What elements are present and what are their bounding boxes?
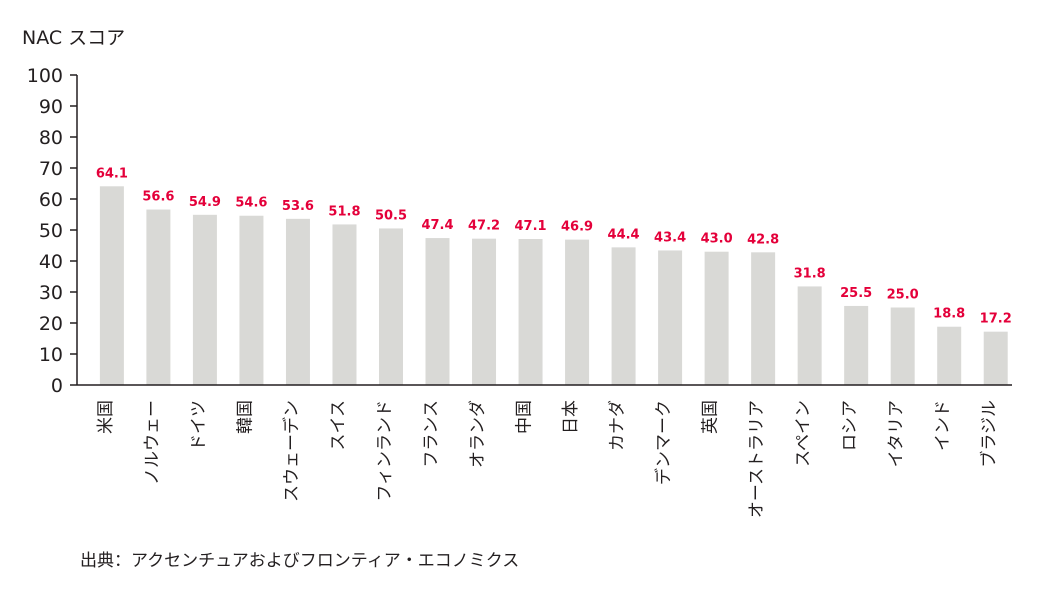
bar xyxy=(332,224,357,385)
category-label: ドイツ xyxy=(189,400,209,451)
category-label: ノルウェー xyxy=(142,400,162,485)
value-label: 42.8 xyxy=(747,232,779,247)
value-label: 44.4 xyxy=(608,227,640,242)
source-note: 出典：アクセンチュアおよびフロンティア・エコノミクス xyxy=(80,551,519,571)
value-label: 25.5 xyxy=(840,286,872,301)
value-label: 31.8 xyxy=(794,266,826,281)
value-label: 47.4 xyxy=(421,218,453,233)
bar xyxy=(658,250,683,385)
value-label: 54.6 xyxy=(235,196,267,211)
category-label: フランス xyxy=(422,400,442,468)
category-label: スイス xyxy=(328,400,348,451)
category-label: インド xyxy=(933,400,953,451)
y-tick-label: 30 xyxy=(39,282,63,304)
value-label: 64.1 xyxy=(96,166,128,181)
value-label: 47.1 xyxy=(515,219,547,234)
bar xyxy=(518,238,543,385)
y-tick-label: 70 xyxy=(39,158,63,180)
y-tick-label: 10 xyxy=(39,344,63,366)
bar xyxy=(611,247,636,385)
value-labels: 64.1 56.6 54.9 54.6 53.6 51.8 50.5 47.4 47.2 47.1… xyxy=(96,166,1012,326)
bar xyxy=(192,214,217,385)
category-label: ブラジル xyxy=(979,400,1000,468)
y-tick-label: 80 xyxy=(39,127,63,149)
bar xyxy=(937,326,962,385)
bar xyxy=(565,239,590,385)
value-label: 53.6 xyxy=(282,199,314,214)
bar xyxy=(99,186,124,385)
value-label: 18.8 xyxy=(933,307,965,322)
bar xyxy=(751,252,776,385)
category-label: デンマーク xyxy=(653,400,674,485)
y-tick-label: 90 xyxy=(39,96,63,118)
y-tick-label: 20 xyxy=(39,313,63,335)
value-label: 47.2 xyxy=(468,219,500,234)
bar xyxy=(983,331,1008,385)
category-label: フィンランド xyxy=(375,400,395,502)
value-label: 25.0 xyxy=(887,288,919,303)
bar xyxy=(425,238,450,385)
category-label: 日本 xyxy=(561,400,581,434)
bar xyxy=(285,218,310,385)
y-tick-label: 40 xyxy=(39,251,63,273)
category-label: 英国 xyxy=(701,400,721,434)
value-label: 51.8 xyxy=(328,204,360,219)
value-label: 17.2 xyxy=(980,312,1012,327)
category-label: スウェーデン xyxy=(281,400,302,502)
bar xyxy=(472,238,497,385)
bar xyxy=(239,215,264,385)
category-label: 韓国 xyxy=(235,400,255,434)
value-label: 46.9 xyxy=(561,220,593,235)
bar xyxy=(146,209,171,385)
y-tick-label: 60 xyxy=(39,189,63,211)
category-label: イタリア xyxy=(887,400,907,467)
bar xyxy=(844,305,869,385)
bar xyxy=(890,307,915,385)
category-label: 米国 xyxy=(96,400,116,434)
value-label: 43.0 xyxy=(701,232,733,247)
category-label: カナダ xyxy=(608,400,628,451)
value-label: 50.5 xyxy=(375,208,407,223)
bar xyxy=(378,228,403,385)
y-axis-label: NAC スコア xyxy=(22,27,125,49)
y-tick-label: 100 xyxy=(27,65,63,87)
category-labels: 米国 ノルウェー ドイツ 韓国 スウェーデン スイス フィンランド フランス オランダ 中国 日本カ… xyxy=(96,400,1000,518)
category-label: スペイン xyxy=(794,400,814,467)
bars xyxy=(99,186,1008,385)
value-label: 56.6 xyxy=(142,190,174,205)
value-label: 54.9 xyxy=(189,195,221,210)
category-label: オランダ xyxy=(468,400,488,468)
category-label: 中国 xyxy=(515,400,535,434)
value-label: 43.4 xyxy=(654,230,686,245)
bar xyxy=(797,286,822,385)
y-tick-label: 0 xyxy=(51,375,63,397)
y-axis-ticks: 0 10 20 30 40 50 60 70 80 90 100 xyxy=(27,65,77,397)
bar xyxy=(704,251,729,385)
category-label: オーストラリア xyxy=(747,400,767,518)
y-tick-label: 50 xyxy=(39,220,63,242)
category-label: ロシア xyxy=(840,400,860,451)
